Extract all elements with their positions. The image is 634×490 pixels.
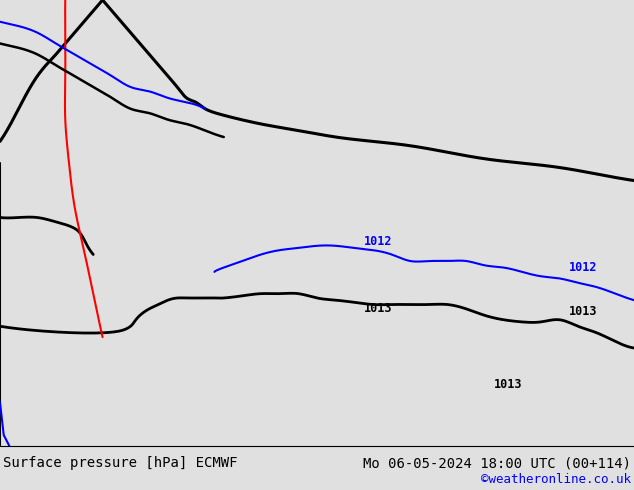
Text: 1012: 1012 [569,261,597,274]
Text: Surface pressure [hPa] ECMWF: Surface pressure [hPa] ECMWF [3,456,238,470]
Text: Mo 06-05-2024 18:00 UTC (00+114): Mo 06-05-2024 18:00 UTC (00+114) [363,456,631,470]
Text: 1013: 1013 [364,302,392,316]
Text: 1013: 1013 [494,378,522,392]
Text: 1012: 1012 [364,235,392,248]
Text: ©weatheronline.co.uk: ©weatheronline.co.uk [481,473,631,486]
Text: 1013: 1013 [569,305,597,318]
